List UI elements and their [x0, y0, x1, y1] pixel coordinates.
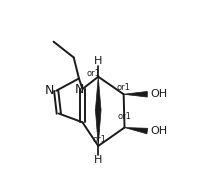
Text: H: H	[94, 56, 103, 66]
Text: N: N	[75, 83, 85, 96]
Polygon shape	[125, 128, 148, 134]
Polygon shape	[95, 110, 101, 146]
Text: or1: or1	[117, 83, 131, 92]
Text: or1: or1	[92, 135, 106, 144]
Text: N: N	[45, 84, 54, 97]
Polygon shape	[95, 77, 101, 110]
Text: or1: or1	[117, 112, 131, 121]
Text: or1: or1	[87, 69, 101, 78]
Text: OH: OH	[150, 126, 167, 136]
Text: OH: OH	[150, 89, 167, 99]
Polygon shape	[124, 91, 147, 97]
Text: H: H	[94, 155, 103, 165]
